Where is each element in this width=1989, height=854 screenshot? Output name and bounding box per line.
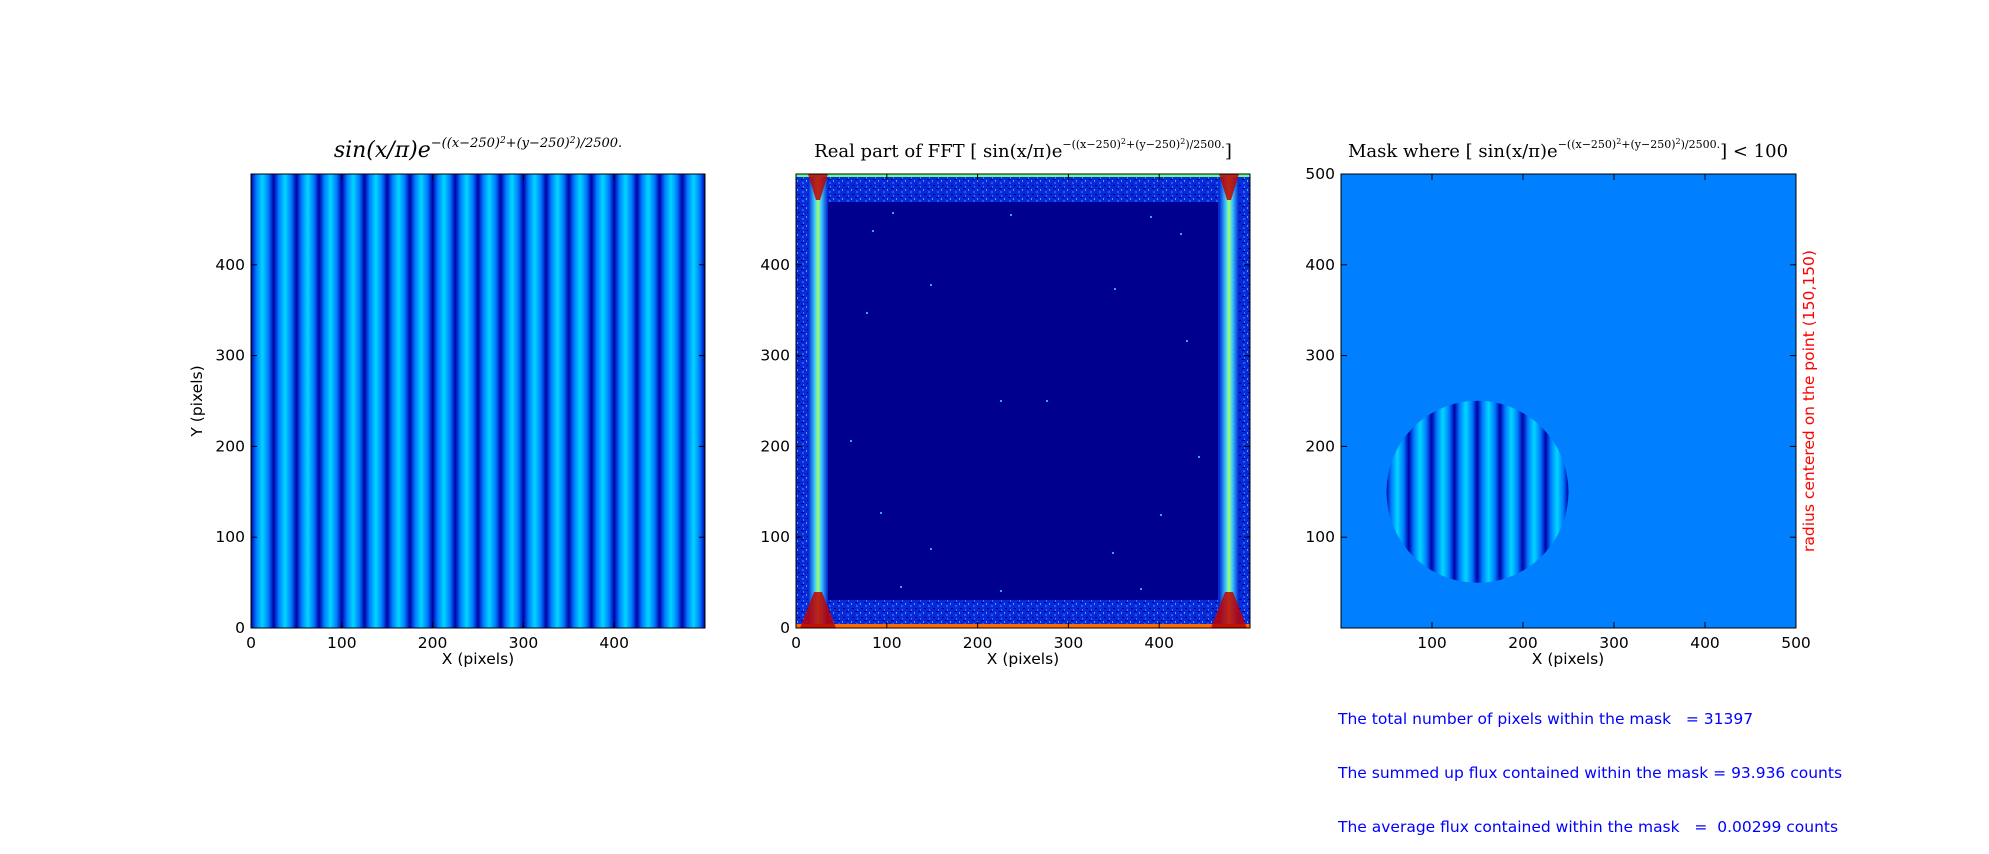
panel-left-image: [251, 174, 705, 628]
panel-right-mask-disc: [1386, 400, 1569, 583]
panel-middle: Real part of FFT [ sin(x/π)e−((x−250)2+(…: [760, 137, 1251, 668]
panel-left-xtick-label: 200: [418, 634, 448, 652]
panel-middle-noise-bottom: [796, 600, 1250, 628]
panel-middle-hot-edge-top: [796, 174, 1250, 177]
panel-middle-ytick-label: 400: [760, 256, 790, 274]
panel-middle-frame: [795, 173, 1251, 629]
panel-middle-hot-line-left: [808, 174, 828, 628]
panel-middle-ytick-label: 300: [760, 347, 790, 365]
panel-left-xtick-label: 400: [599, 634, 629, 652]
panel-right-xtick-label: 100: [1417, 634, 1447, 652]
panel-middle-hot-line-right: [1219, 174, 1239, 628]
panel-right-side-label: radius centered on the point (150,150): [1800, 250, 1818, 552]
panel-right-ytick-label: 500: [1305, 165, 1335, 183]
panel-middle-xtick-label: 200: [963, 634, 993, 652]
panel-left-title: sin(x/π)e−((x−250)2+(y−250)2)/2500.: [334, 136, 622, 163]
panel-middle-xtick-label: 300: [1054, 634, 1084, 652]
stats-summed-flux: The summed up flux contained within the …: [1338, 764, 1843, 782]
panel-left-ytick-label: 100: [215, 528, 245, 546]
panel-left-xtick-label: 0: [246, 634, 256, 652]
panel-middle-ytick-label: 100: [760, 528, 790, 546]
panel-right-ytick-label: 300: [1305, 347, 1335, 365]
panel-right-xtick-label: 300: [1599, 634, 1629, 652]
panel-right-xtick-label: 200: [1508, 634, 1538, 652]
stats-pixel-count: The total number of pixels within the ma…: [1338, 710, 1754, 728]
panel-left-xtick-label: 100: [327, 634, 357, 652]
panel-left-ytick-label: 0: [235, 619, 245, 637]
panel-middle-title: Real part of FFT [ sin(x/π)e−((x−250)2+(…: [814, 137, 1232, 162]
panel-right-background: [1341, 174, 1796, 628]
panel-right-xlabel: X (pixels): [1532, 650, 1604, 668]
panel-middle-background: [796, 174, 1250, 628]
panel-right-ytick-label: 400: [1305, 256, 1335, 274]
panel-middle-noise-top: [796, 174, 1250, 202]
panel-middle-xtick-label: 0: [791, 634, 801, 652]
panel-middle-ytick-label: 200: [760, 437, 790, 455]
panel-left-ytick-label: 300: [215, 347, 245, 365]
panel-right-xtick-label: 400: [1690, 634, 1720, 652]
panel-middle-xlabel: X (pixels): [987, 650, 1059, 668]
panel-left-ytick-label: 200: [215, 437, 245, 455]
panel-left-ticks: 0 100 200 300 400 0 100 200 300 400: [215, 174, 705, 652]
panel-right-frame: [1340, 173, 1797, 629]
panel-middle-hot-corners: [800, 174, 1247, 628]
panel-right-ytick-label: 200: [1305, 437, 1335, 455]
mask-statistics: The total number of pixels within the ma…: [1338, 674, 1842, 854]
panel-left-xtick-label: 300: [509, 634, 539, 652]
panel-right-xtick-label: 500: [1781, 634, 1811, 652]
panel-right-ticks: 100 200 300 400 500 100 200 300 400 500: [1305, 165, 1810, 652]
panel-middle-hot-edge-bottom: [796, 624, 1250, 628]
stats-average-flux: The average flux contained within the ma…: [1338, 818, 1839, 836]
panel-left: sin(x/π)e−((x−250)2+(y−250)2)/2500. 0 100…: [188, 136, 706, 668]
panel-middle-ytick-label: 0: [780, 619, 790, 637]
panel-middle-xtick-label: 400: [1144, 634, 1174, 652]
panel-left-frame: [250, 173, 706, 629]
panel-right-ytick-label: 100: [1305, 528, 1335, 546]
panel-middle-ticks: 0 100 200 300 400 0 100 200 300 400: [760, 174, 1250, 652]
panel-right: Mask where [ sin(x/π)e−((x−250)2+(y−250)…: [1305, 137, 1818, 668]
panel-left-xlabel: X (pixels): [442, 650, 514, 668]
panel-left-ylabel: Y (pixels): [188, 365, 206, 437]
panel-middle-speckles: [850, 212, 1200, 592]
panel-right-title: Mask where [ sin(x/π)e−((x−250)2+(y−250)…: [1348, 137, 1788, 162]
figure: sin(x/π)e−((x−250)2+(y−250)2)/2500. 0 100…: [188, 136, 1818, 668]
panel-middle-xtick-label: 100: [872, 634, 902, 652]
panel-left-ytick-label: 400: [215, 256, 245, 274]
